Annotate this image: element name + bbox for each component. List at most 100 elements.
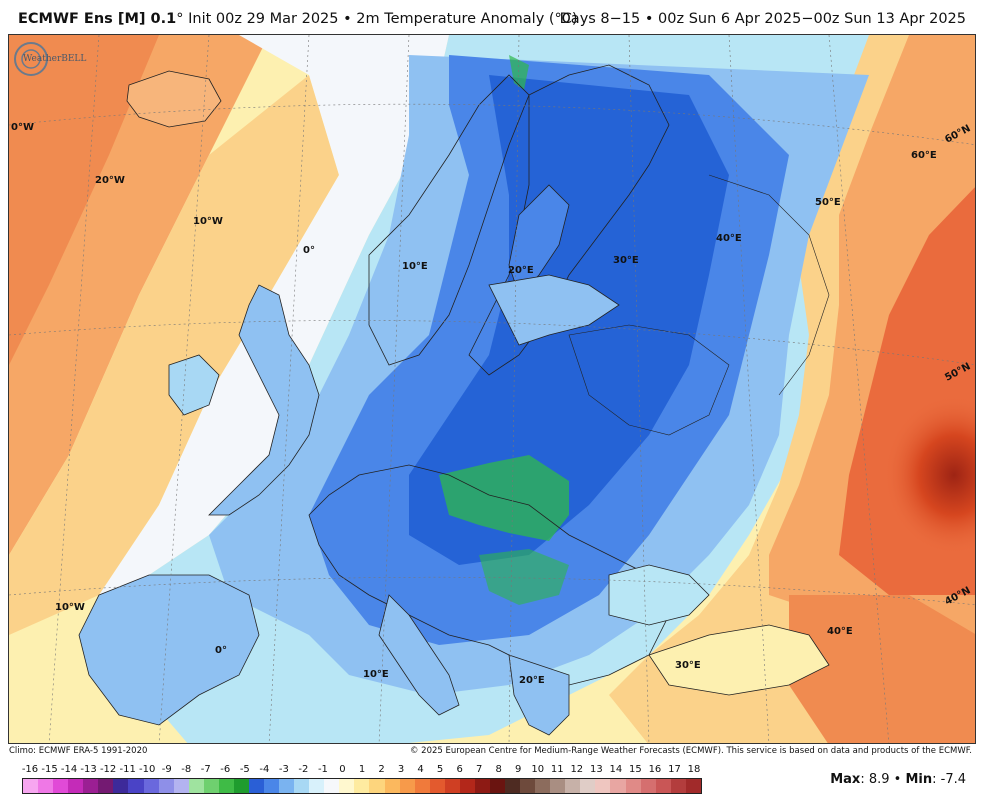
map-canvas: 0°W 20°W 10°W 0° 10°E 20°E 30°E 40°E 50°…: [9, 35, 975, 743]
label-10w-south: 10°W: [55, 602, 85, 613]
legend-tick-label: 12: [570, 764, 584, 775]
greece: [508, 654, 570, 736]
legend-tick-label: 3: [397, 764, 405, 775]
max-label: Max: [830, 772, 861, 787]
legend-tick-label: 4: [417, 764, 424, 775]
label-40e-south: 40°E: [827, 626, 853, 637]
legend-tick-label: 7: [475, 764, 483, 775]
legend-swatch: [595, 779, 611, 793]
legend-tick-label: -13: [80, 764, 97, 775]
legend-tick-label: 6: [456, 764, 463, 775]
legend-tick-label: 18: [687, 764, 701, 775]
legend-swatch: [68, 779, 84, 793]
label-0-north: 0°: [303, 245, 315, 256]
legend-swatch: [248, 779, 264, 793]
legend-tick-label: -8: [181, 764, 192, 775]
graticule-line: [268, 35, 310, 743]
map-header: ECMWF Ens [M] 0.1° Init 00z 29 Mar 2025 …: [0, 0, 984, 34]
graticule-line: [48, 35, 100, 743]
legend-tick-label: -7: [200, 764, 211, 775]
label-40e: 40°E: [716, 233, 742, 244]
legend-swatch: [505, 779, 521, 793]
legend-swatch: [83, 779, 99, 793]
legend-swatch: [414, 779, 430, 793]
legend-swatch: [233, 779, 249, 793]
degree-sign: °: [176, 11, 184, 27]
legend-swatch: [339, 779, 355, 793]
legend-tick-label: -2: [298, 764, 309, 775]
label-30e: 30°E: [613, 255, 639, 266]
graticule-line: [508, 35, 520, 743]
green-anomaly-scandinavia: [509, 55, 529, 90]
legend-swatch: [610, 779, 626, 793]
graticule: [9, 35, 975, 743]
legend-tick-label: 16: [648, 764, 662, 775]
label-60e: 60°E: [911, 150, 937, 161]
weatherbell-logo: WeatherBELL: [14, 42, 86, 76]
legend-swatch: [369, 779, 385, 793]
graticule-line: [628, 35, 650, 743]
legend-tick-label: 17: [668, 764, 681, 775]
legend-tick-label: 10: [531, 764, 545, 775]
legend-tick-label: 8: [495, 764, 502, 775]
legend-swatch: [580, 779, 596, 793]
legend-swatch: [158, 779, 174, 793]
legend-swatch: [474, 779, 490, 793]
anomaly-map: 0°W 20°W 10°W 0° 10°E 20°E 30°E 40°E 50°…: [8, 34, 976, 744]
color-legend: -16 -15 -14 -13 -12 -11 -10 -9 -8 -7 -6 -5 -4 -3 -2 -1 0…: [22, 764, 702, 794]
legend-swatch: [173, 779, 189, 793]
graticule-line: [728, 35, 770, 743]
gulf-of-bothnia: [508, 184, 570, 296]
legend-tick-label: -1: [317, 764, 328, 775]
green-anomaly-balkans: [479, 549, 569, 605]
britain: [208, 284, 320, 516]
model-name: ECMWF Ens [M] 0.1: [18, 11, 177, 27]
legend-tick-label: -14: [60, 764, 78, 775]
legend-swatch: [294, 779, 310, 793]
legend-swatch: [143, 779, 159, 793]
legend-tick-label: -11: [119, 764, 136, 775]
label-20e: 20°E: [508, 265, 534, 276]
legend-tick-label: 0: [339, 764, 346, 775]
legend-swatch: [565, 779, 581, 793]
label-30e-south: 30°E: [675, 660, 701, 671]
legend-tick-label: -10: [139, 764, 156, 775]
min-label: Min: [905, 772, 933, 787]
black-sea: [608, 564, 710, 626]
warm-atlantic-edge: [9, 75, 339, 635]
label-10e-south: 10°E: [363, 669, 389, 680]
legend-swatch: [218, 779, 234, 793]
legend-tick-label: -12: [99, 764, 117, 775]
legend-swatch: [384, 779, 400, 793]
label-20w: 20°W: [95, 175, 125, 186]
iberia: [78, 574, 260, 726]
legend-swatch: [53, 779, 69, 793]
legend-swatch: [640, 779, 656, 793]
graticule-line: [9, 320, 975, 366]
legend-swatch: [279, 779, 295, 793]
label-50e: 50°E: [815, 197, 841, 208]
baltic-sea: [488, 274, 620, 346]
label-0w: 0°W: [11, 122, 34, 133]
logo-swirl: [14, 42, 48, 76]
climo-credit: Climo: ECMWF ERA-5 1991-2020: [9, 746, 148, 756]
legend-tick-label: -6: [220, 764, 231, 775]
legend-tick-label: 2: [378, 764, 385, 775]
legend-swatch: [309, 779, 325, 793]
legend-swatch: [203, 779, 219, 793]
legend-swatch: [444, 779, 460, 793]
graticule-line: [378, 35, 410, 743]
southeast-warm: [789, 595, 975, 743]
legend-tick-label: -9: [161, 764, 172, 775]
legend-swatch: [98, 779, 114, 793]
legend-tick-label: -15: [41, 764, 58, 775]
label-20e-south: 20°E: [519, 675, 545, 686]
legend-swatch: [324, 779, 340, 793]
graticule-line: [828, 35, 890, 743]
map-title: ECMWF Ens [M] 0.1° Init 00z 29 Mar 2025 …: [18, 11, 578, 27]
legend-swatch: [520, 779, 536, 793]
legend-swatch: [429, 779, 445, 793]
iceland: [126, 70, 222, 128]
green-anomaly-central: [439, 455, 569, 541]
legend-swatch: [354, 779, 370, 793]
